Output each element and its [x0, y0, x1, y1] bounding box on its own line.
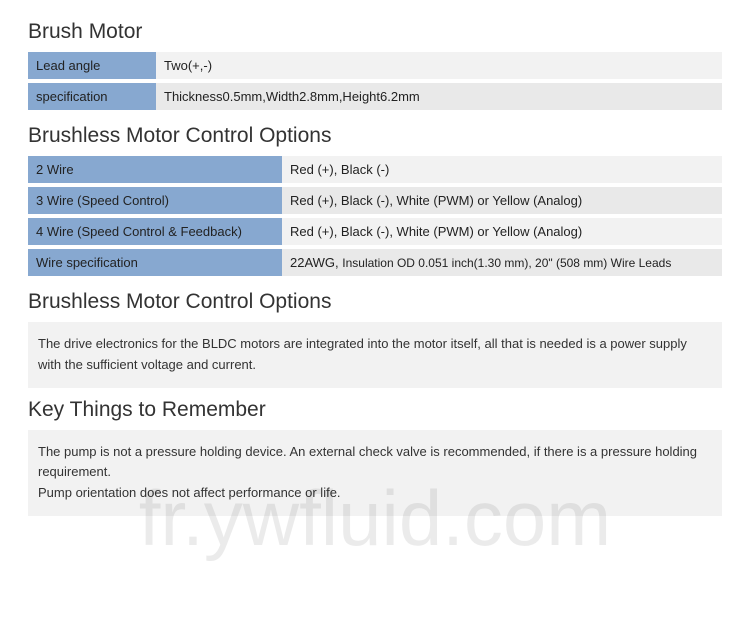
section3-title: Brushless Motor Control Options	[28, 290, 722, 314]
cell-label: 2 Wire	[28, 156, 282, 185]
section4-title: Key Things to Remember	[28, 398, 722, 422]
table-row: Lead angle Two(+,-)	[28, 52, 722, 81]
section3-info: The drive electronics for the BLDC motor…	[28, 322, 722, 388]
cell-value: Thickness0.5mm,Width2.8mm,Height6.2mm	[156, 81, 722, 112]
cell-value: Red (+), Black (-), White (PWM) or Yello…	[282, 216, 722, 247]
cell-label: Lead angle	[28, 52, 156, 81]
table-row: 4 Wire (Speed Control & Feedback) Red (+…	[28, 216, 722, 247]
cell-value: Two(+,-)	[156, 52, 722, 81]
brushless-options-table: 2 Wire Red (+), Black (-) 3 Wire (Speed …	[28, 156, 722, 280]
table-row: 3 Wire (Speed Control) Red (+), Black (-…	[28, 185, 722, 216]
table-row: Wire specification 22AWG, Insulation OD …	[28, 247, 722, 278]
section2-title: Brushless Motor Control Options	[28, 124, 722, 148]
cell-label: 4 Wire (Speed Control & Feedback)	[28, 216, 282, 247]
cell-label: Wire specification	[28, 247, 282, 278]
brush-motor-table: Lead angle Two(+,-) specification Thickn…	[28, 52, 722, 114]
table-row: specification Thickness0.5mm,Width2.8mm,…	[28, 81, 722, 112]
cell-label: 3 Wire (Speed Control)	[28, 185, 282, 216]
section4-info: The pump is not a pressure holding devic…	[28, 430, 722, 516]
wire-spec-small: Insulation OD 0.051 inch(1.30 mm), 20" (…	[342, 256, 671, 270]
cell-value: Red (+), Black (-)	[282, 156, 722, 185]
table-row: 2 Wire Red (+), Black (-)	[28, 156, 722, 185]
cell-label: specification	[28, 81, 156, 112]
cell-value: 22AWG, Insulation OD 0.051 inch(1.30 mm)…	[282, 247, 722, 278]
wire-spec-pre: 22AWG,	[290, 255, 342, 270]
section1-title: Brush Motor	[28, 20, 722, 44]
cell-value: Red (+), Black (-), White (PWM) or Yello…	[282, 185, 722, 216]
